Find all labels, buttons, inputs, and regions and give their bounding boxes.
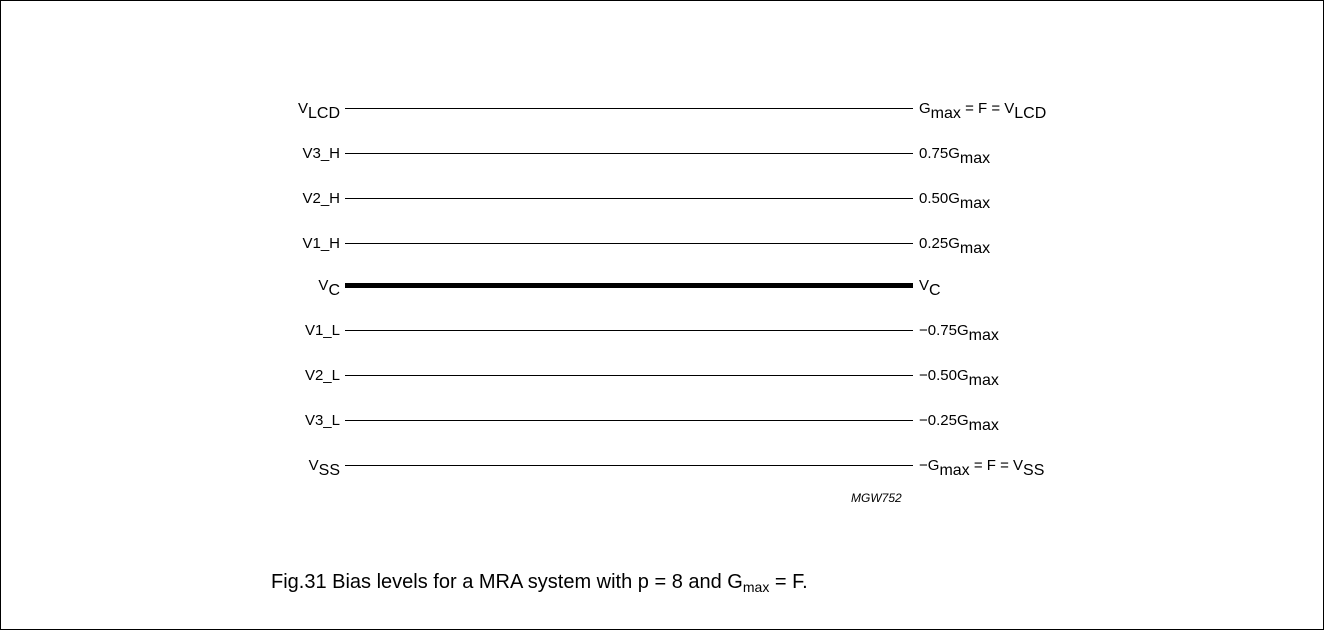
level-left-label: VC [318, 277, 340, 299]
level-right-label: −0.25Gmax [919, 412, 999, 434]
bias-line [345, 108, 913, 109]
level-left-label: V1_L [304, 322, 340, 339]
level-left-label: VLCD [297, 100, 340, 122]
bias-line [345, 243, 913, 244]
bias-level-vlcd: VLCD Gmax = F = VLCD [1, 94, 1323, 124]
figure-code: MGW752 [851, 491, 902, 505]
level-left-label: VSS [308, 457, 340, 479]
bias-line [345, 153, 913, 154]
level-right-label: 0.50Gmax [919, 190, 991, 212]
level-left-label: V2_H [302, 190, 340, 207]
bias-line [345, 465, 913, 466]
level-right-label: −Gmax = F = VSS [919, 457, 1045, 479]
level-left-label: V3_H [302, 145, 340, 162]
bias-level-v1h: V1_H 0.25Gmax [1, 229, 1323, 259]
bias-level-v3l: V3_L −0.25Gmax [1, 406, 1323, 436]
level-right-label: Gmax = F = VLCD [919, 100, 1047, 122]
figure-caption: Fig.31 Bias levels for a MRA system with… [271, 571, 808, 595]
level-left-label: V1_H [302, 235, 340, 252]
bias-line [345, 330, 913, 331]
bias-line [345, 420, 913, 421]
bias-line [345, 375, 913, 376]
bias-level-v2h: V2_H 0.50Gmax [1, 184, 1323, 214]
level-right-label: −0.50Gmax [919, 367, 999, 389]
bias-line-center [345, 283, 913, 288]
bias-line [345, 198, 913, 199]
level-left-label: V2_L [304, 367, 340, 384]
level-left-label: V3_L [304, 412, 340, 429]
bias-level-v2l: V2_L −0.50Gmax [1, 361, 1323, 391]
bias-level-vss: VSS −Gmax = F = VSS [1, 451, 1323, 481]
bias-level-v1l: V1_L −0.75Gmax [1, 316, 1323, 346]
bias-level-v3h: V3_H 0.75Gmax [1, 139, 1323, 169]
level-right-label: 0.25Gmax [919, 235, 991, 257]
level-right-label: −0.75Gmax [919, 322, 999, 344]
level-right-label: VC [919, 277, 941, 299]
level-right-label: 0.75Gmax [919, 145, 991, 167]
bias-level-vc: VC VC [1, 271, 1323, 301]
